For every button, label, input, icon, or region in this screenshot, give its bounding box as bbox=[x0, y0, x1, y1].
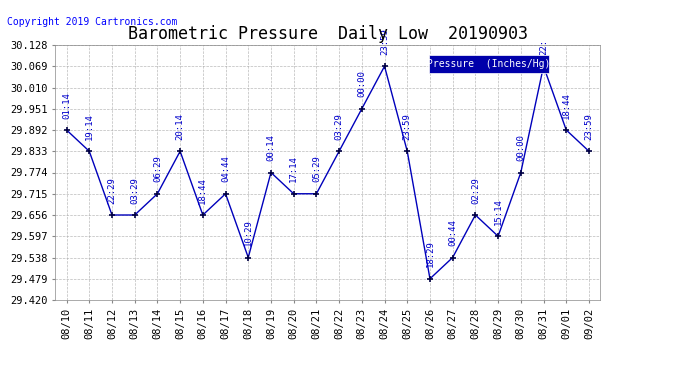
Text: 22:: 22: bbox=[539, 39, 548, 55]
Text: Pressure  (Inches/Hg): Pressure (Inches/Hg) bbox=[427, 59, 550, 69]
Text: 23:59: 23:59 bbox=[584, 113, 593, 140]
Text: 04:44: 04:44 bbox=[221, 155, 230, 182]
Text: 00:14: 00:14 bbox=[266, 134, 275, 161]
Text: 18:44: 18:44 bbox=[562, 92, 571, 118]
Text: 02:29: 02:29 bbox=[471, 177, 480, 204]
Text: 00:00: 00:00 bbox=[516, 134, 525, 161]
Text: 03:29: 03:29 bbox=[130, 177, 139, 204]
Text: 01:14: 01:14 bbox=[62, 92, 71, 118]
Text: 00:44: 00:44 bbox=[448, 219, 457, 246]
Text: 18:44: 18:44 bbox=[198, 177, 207, 204]
Text: Copyright 2019 Cartronics.com: Copyright 2019 Cartronics.com bbox=[7, 17, 177, 27]
Text: 00:00: 00:00 bbox=[357, 70, 366, 97]
Text: 18:29: 18:29 bbox=[426, 240, 435, 267]
Text: 23:59: 23:59 bbox=[403, 113, 412, 140]
Text: 05:29: 05:29 bbox=[312, 155, 321, 182]
Text: 06:29: 06:29 bbox=[153, 155, 162, 182]
Text: 03:29: 03:29 bbox=[335, 113, 344, 140]
Text: 10:29: 10:29 bbox=[244, 219, 253, 246]
Text: 19:14: 19:14 bbox=[85, 113, 94, 140]
Text: 23:59: 23:59 bbox=[380, 28, 389, 55]
Text: 20:14: 20:14 bbox=[176, 113, 185, 140]
Text: 17:14: 17:14 bbox=[289, 155, 298, 182]
Text: 15:14: 15:14 bbox=[493, 198, 502, 225]
Text: 22:29: 22:29 bbox=[108, 177, 117, 204]
Title: Barometric Pressure  Daily Low  20190903: Barometric Pressure Daily Low 20190903 bbox=[128, 26, 528, 44]
FancyBboxPatch shape bbox=[428, 55, 549, 73]
